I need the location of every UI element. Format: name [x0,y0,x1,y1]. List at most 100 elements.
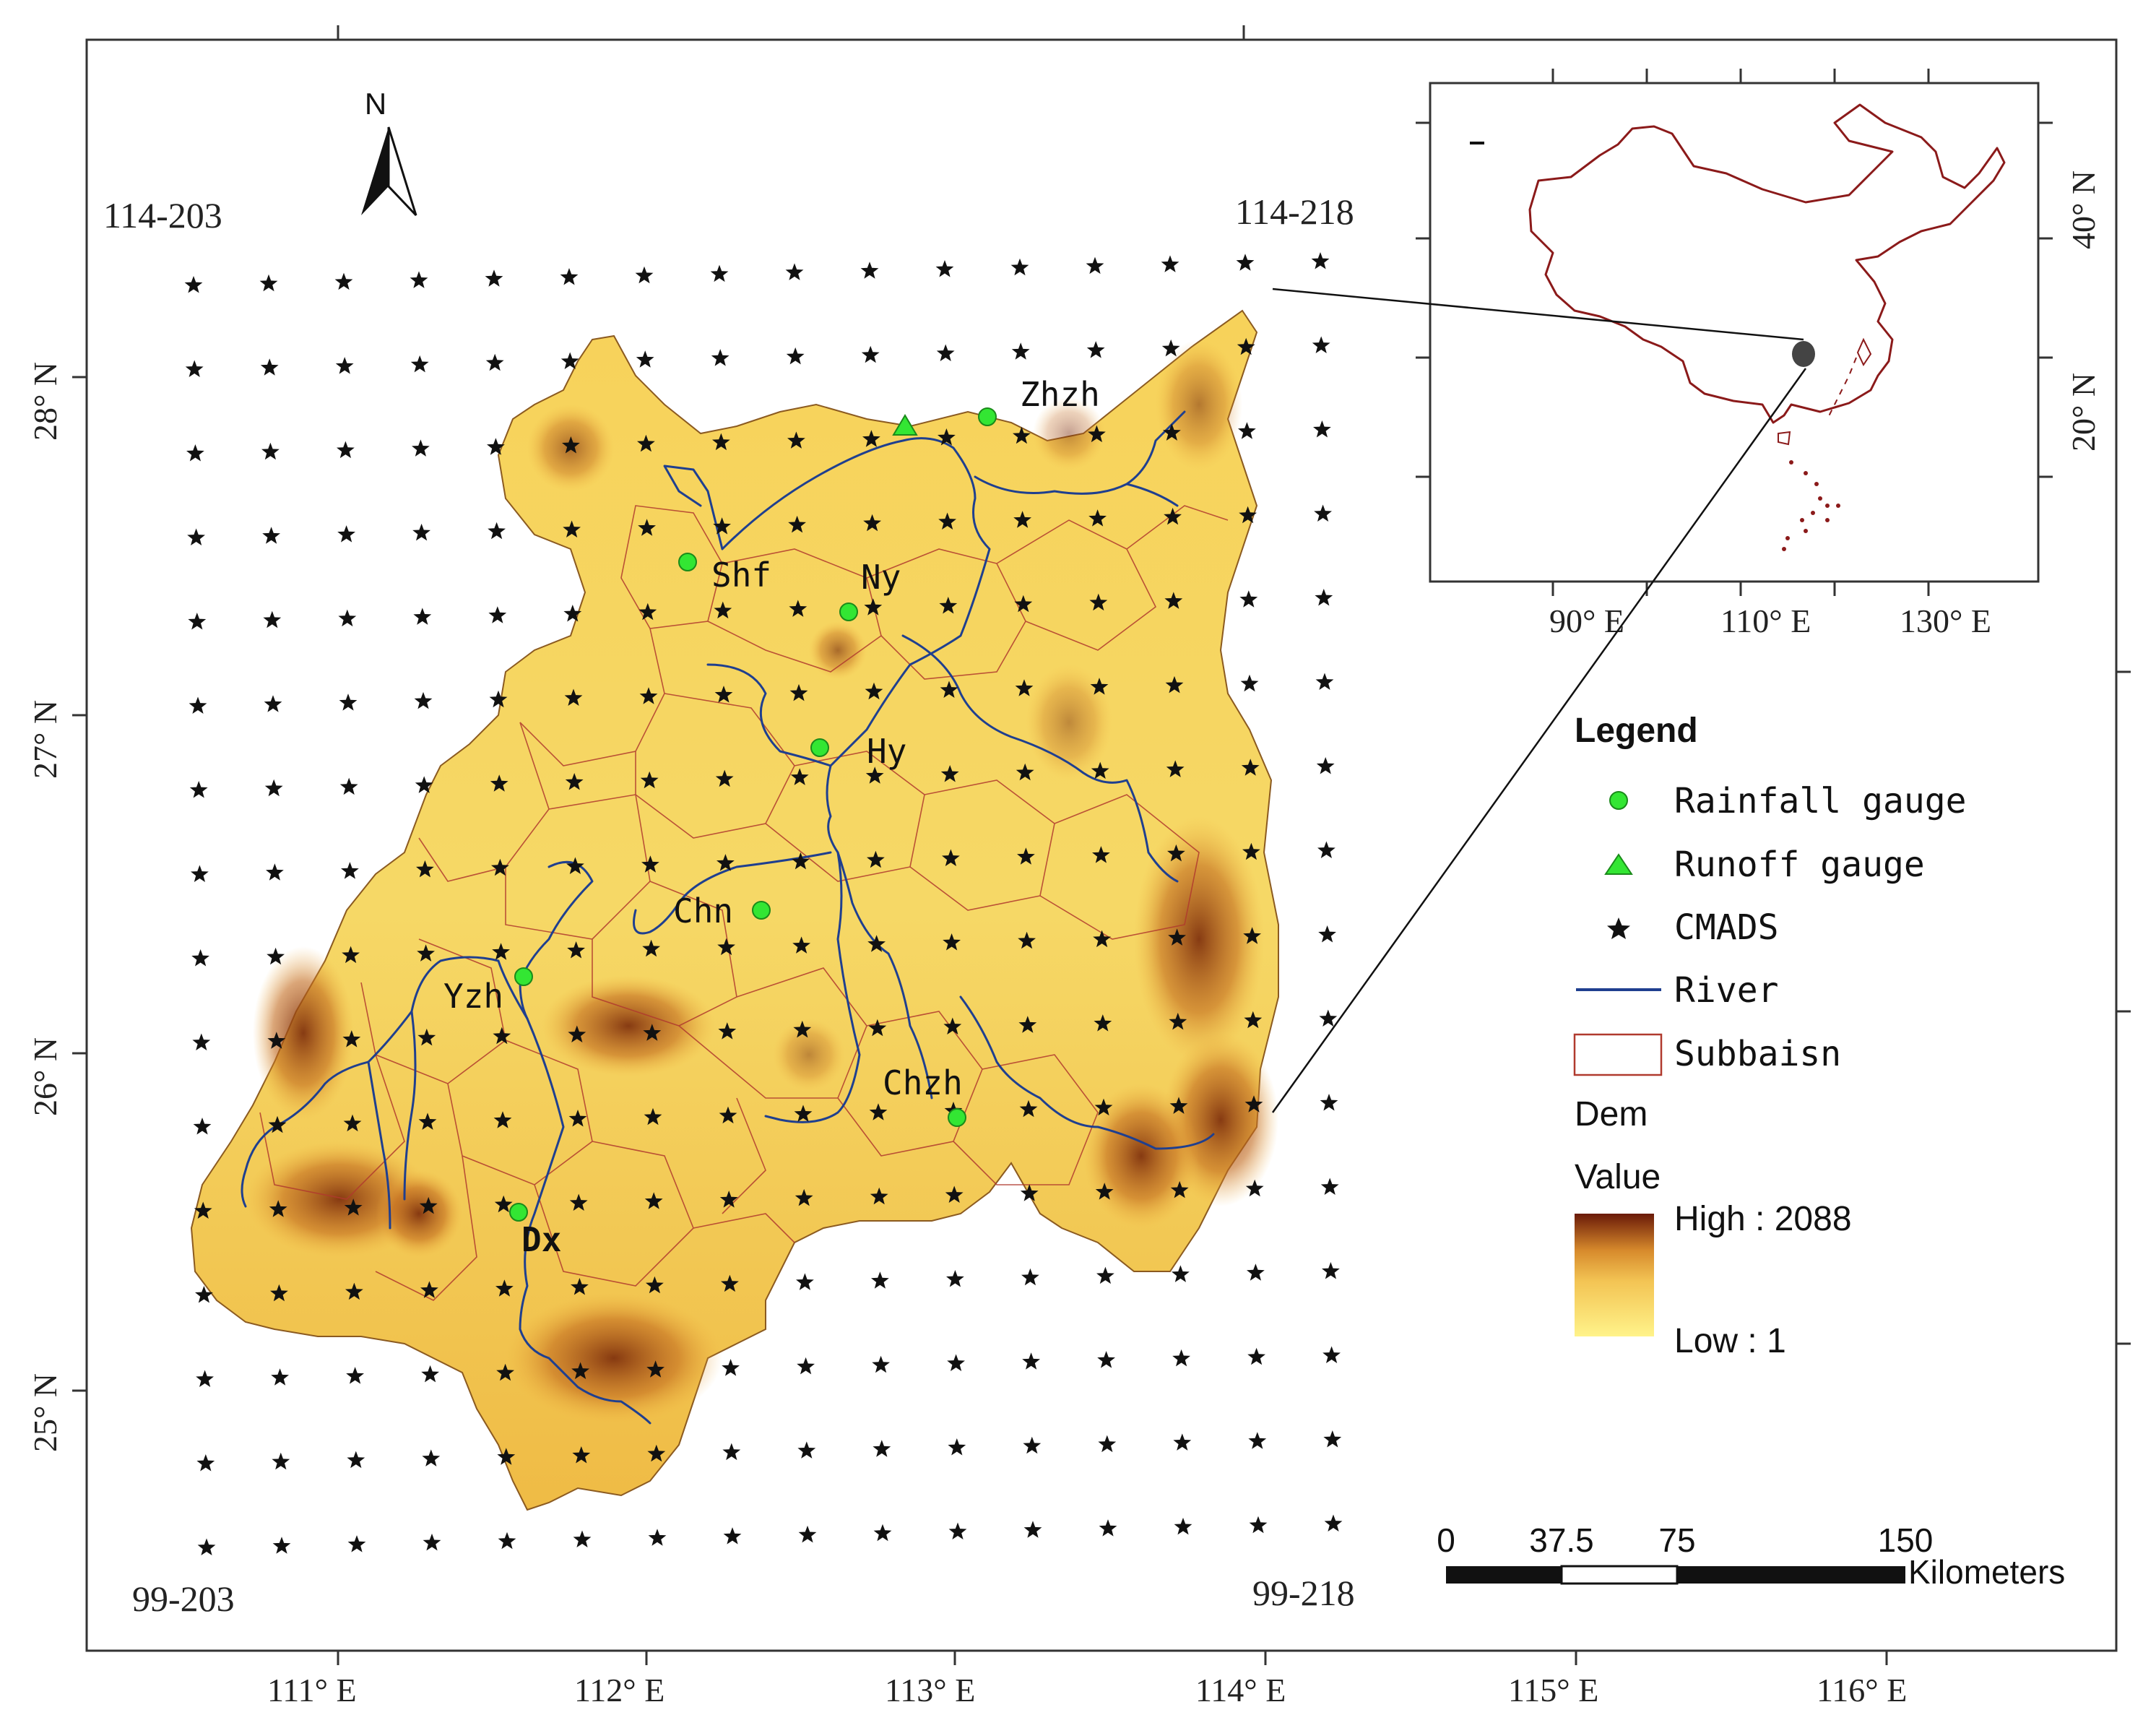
cmads-star [197,1538,216,1555]
cmads-star [270,1284,288,1302]
cmads-star [948,1522,967,1539]
cmads-star [191,949,209,967]
cmads-star [717,938,735,956]
cmads-star [1165,675,1184,694]
river-northeast [901,634,1179,883]
cmads-star [410,271,428,288]
cmads-star [418,1113,437,1130]
gauge-label-zhzh: Zhzh [1020,375,1100,414]
cmads-star [785,263,804,280]
cmads-star [1163,423,1181,441]
cmads-star [267,947,285,965]
cmads-star [266,863,284,881]
cmads-star [272,1537,291,1554]
river-middle [633,851,861,1123]
cmads-star [417,944,435,962]
cmads-star [1312,336,1330,353]
gauges: Zhzh Shf Ny Hy Chn Yzh Chzh Dx [443,375,1100,1259]
cmads-star [260,358,279,376]
cmads-star [189,781,208,798]
cmads-star [1018,1016,1037,1033]
cmads-star [638,519,656,536]
cmads-star [194,1201,212,1219]
cmads-star [1088,509,1107,527]
cmads-star [945,1185,964,1203]
cmads-star [1247,1347,1265,1365]
cmads-star [1238,422,1256,439]
cmads-star [422,1449,441,1466]
cmads-star [638,602,657,621]
cmads-star [864,598,883,615]
cmads-star [646,1360,664,1378]
legend-dem-colorbar [1575,1214,1654,1336]
cmads-star [1015,679,1034,696]
cmads-star [867,935,886,952]
cmads-star [416,860,434,878]
y-axis-ticks [72,376,87,1392]
cmads-star [341,862,359,879]
cmads-star [423,1533,441,1551]
inset-study-area [1792,341,1815,367]
cmads-star [723,1527,742,1545]
cmads-star [946,1270,964,1287]
cmads-star [489,690,508,708]
cmads-star [1324,1514,1343,1532]
cmads-star [485,269,503,287]
gauge-label-ny: Ny [861,558,901,597]
cmads-star [948,1438,966,1456]
cmads-star [786,347,805,365]
cmads-star [938,512,956,530]
cmads-star [1164,592,1183,609]
cmads-star [493,1111,512,1128]
gauge-label-dx: Dx [521,1220,561,1259]
gauge-label-yzh: Yzh [443,977,503,1016]
cmads-star [1167,844,1185,862]
cmads-star [644,1107,662,1126]
cmads-star [1161,255,1179,272]
cmads-star [184,276,203,293]
cmads-star [419,1196,438,1214]
legend: Legend Rainfall gauge Runoff gauge CMADS… [1573,712,1967,1360]
cmads-star [861,345,880,363]
cmads-star [344,1198,363,1216]
cmads-star [573,1530,592,1547]
cmads-star [1166,760,1185,777]
cmads-star [490,774,508,792]
cmads-star [865,766,884,784]
cmads-star [1092,846,1110,863]
x-tick-113: 113° E [885,1672,975,1708]
cmads-star [187,528,205,545]
rainfall-gauge-chzh [948,1108,966,1127]
cmads-star [259,274,278,292]
cmads-star [487,438,505,455]
cmads-star [798,1525,817,1543]
inset-y-tick-40: 40° N [2065,170,2102,249]
cmads-star [334,272,353,290]
x-tick-112: 112° E [574,1672,664,1708]
legend-symbol-cmads [1607,917,1630,939]
cmads-star [498,1532,516,1550]
cmads-star [560,268,579,285]
cmads-star [264,695,282,712]
north-arrow-icon: N [361,87,417,217]
cmads-star [938,428,956,446]
cmads-star [1086,341,1105,358]
rainfall-gauge-ny [839,602,858,621]
cmads-star [1244,1095,1263,1113]
cmads-star [868,1019,887,1037]
cmads-star [940,765,959,782]
cmads-star [789,600,808,617]
cmads-star [1173,1433,1192,1451]
cmads-star [873,1440,891,1457]
cmads-star [196,1454,215,1472]
inset-y-tick-20: 20° N [2065,373,2102,452]
cmads-star [943,933,961,951]
cmads-star [1094,1014,1112,1032]
cmads-star [943,1017,962,1034]
legend-label-river: River [1674,970,1779,1011]
cmads-star [1086,256,1104,275]
cmads-star [560,352,579,369]
cmads-star [873,1524,892,1542]
cmads-star [714,601,732,619]
runoff-gauge [892,414,918,436]
